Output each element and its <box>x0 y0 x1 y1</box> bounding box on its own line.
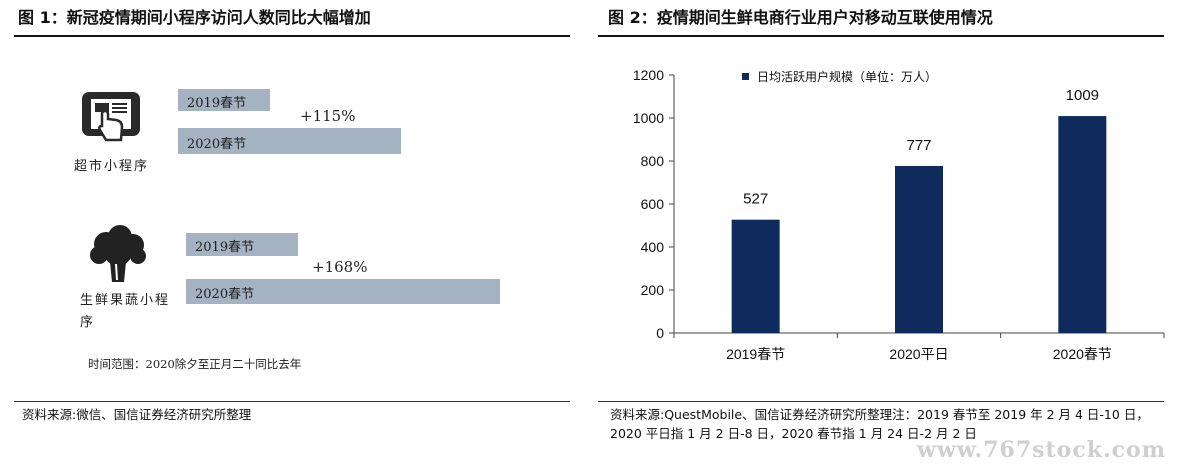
daily-active-users-chart: 0 200 400 600 800 1000 1200 527 2019春节 777 2020平日 1… <box>633 67 1165 362</box>
y-tick-label: 600 <box>641 196 665 212</box>
figure-2-source: 资料来源:QuestMobile、国信证券经济研究所整理注：2019 春节至 2… <box>610 407 1149 441</box>
x-tick-label: 2019春节 <box>726 346 785 362</box>
y-tick-label: 1200 <box>633 67 664 83</box>
data-label: 777 <box>906 137 931 154</box>
watermark: www.767stock.com <box>916 437 1166 463</box>
y-tick-label: 800 <box>641 153 665 169</box>
bar-2020春节 <box>1058 116 1107 333</box>
tablet-touch-icon <box>78 88 148 150</box>
source-rule <box>598 401 1164 402</box>
figure-2-title: 图 2：疫情期间生鲜电商行业用户对移动互联使用情况 <box>608 8 993 27</box>
bar-supermarket-2019: 2019春节 <box>178 89 270 111</box>
data-label: 527 <box>743 191 768 208</box>
bar-produce-2020: 2020春节 <box>186 279 500 304</box>
y-tick-label: 200 <box>641 282 665 298</box>
title-rule <box>14 35 570 37</box>
bar-produce-2019: 2019春节 <box>186 233 298 256</box>
group-label-supermarket: 超市小程序 <box>74 159 150 174</box>
bar-label: 2019春节 <box>195 240 255 255</box>
bar-2019春节 <box>731 219 780 333</box>
bar-label: 2020春节 <box>187 137 247 152</box>
y-tick-label: 400 <box>641 239 665 255</box>
x-tick-label: 2020平日 <box>889 346 948 362</box>
bar-label: 2020春节 <box>195 287 255 302</box>
y-tick-label: 0 <box>656 325 664 341</box>
figure-1-title: 图 1：新冠疫情期间小程序访问人数同比大幅增加 <box>18 8 371 27</box>
bar-supermarket-2020: 2020春节 <box>178 128 401 154</box>
x-tick-label: 2020春节 <box>1053 346 1112 362</box>
broccoli-icon <box>86 224 150 290</box>
source-rule <box>14 401 570 402</box>
data-label: 1009 <box>1066 87 1099 104</box>
legend-label: 日均活跃用户规模（单位：万人） <box>757 69 937 84</box>
bar-2020平日 <box>895 165 943 333</box>
change-label-supermarket: +115% <box>300 107 356 125</box>
change-label-fresh-produce: +168% <box>312 258 368 276</box>
figure-1-panel: 图 1：新冠疫情期间小程序访问人数同比大幅增加 超市小程序 2019春节 202… <box>0 0 575 467</box>
time-range-note: 时间范围：2020除夕至正月二十同比去年 <box>88 357 302 371</box>
y-tick-label: 1000 <box>633 110 664 126</box>
group-label-fresh-produce: 生鲜果蔬小程序 <box>80 293 171 330</box>
legend-swatch <box>742 73 749 80</box>
figure-2-panel: 图 2：疫情期间生鲜电商行业用户对移动互联使用情况 0 200 400 600 800 1… <box>590 0 1184 467</box>
title-rule <box>598 35 1164 37</box>
figure-1-source: 资料来源:微信、国信证券经济研究所整理 <box>22 407 252 422</box>
bar-label: 2019春节 <box>187 96 247 111</box>
